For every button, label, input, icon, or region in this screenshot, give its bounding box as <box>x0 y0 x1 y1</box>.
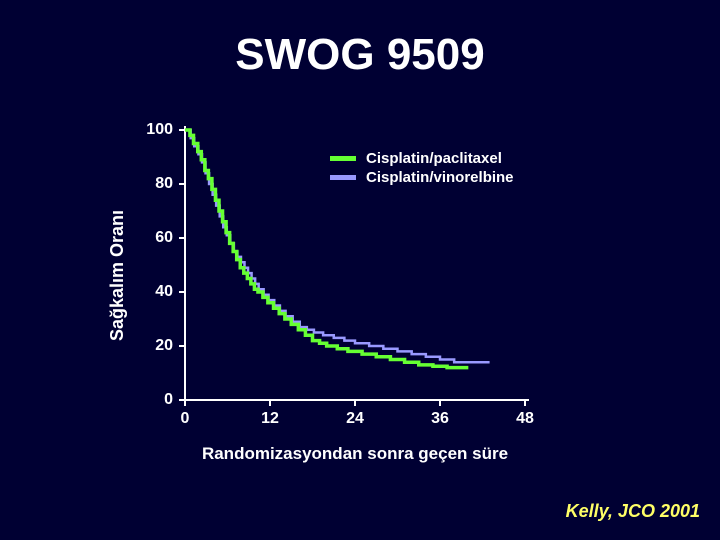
y-tick-label: 0 <box>164 391 173 409</box>
x-tick-label: 48 <box>510 410 540 428</box>
legend-label: Cisplatin/paclitaxel <box>366 150 502 167</box>
x-tick-label: 36 <box>425 410 455 428</box>
slide: SWOG 9509 Sağkalım Oranı Cisplatin/pacli… <box>0 0 720 540</box>
x-tick-label: 0 <box>170 410 200 428</box>
legend-label: Cisplatin/vinorelbine <box>366 169 514 186</box>
y-tick-label: 40 <box>155 283 173 301</box>
legend: Cisplatin/paclitaxel Cisplatin/vinorelbin… <box>330 150 514 188</box>
x-axis-label: Randomizasyondan sonra geçen süre <box>185 444 525 464</box>
y-tick-label: 60 <box>155 229 173 247</box>
x-tick-label: 12 <box>255 410 285 428</box>
y-tick-label: 20 <box>155 337 173 355</box>
citation: Kelly, JCO 2001 <box>566 501 700 522</box>
y-tick-label: 100 <box>146 121 173 139</box>
legend-item: Cisplatin/vinorelbine <box>330 169 514 186</box>
x-tick-label: 24 <box>340 410 370 428</box>
legend-swatch <box>330 156 356 161</box>
legend-swatch <box>330 175 356 180</box>
y-tick-label: 80 <box>155 175 173 193</box>
legend-item: Cisplatin/paclitaxel <box>330 150 514 167</box>
